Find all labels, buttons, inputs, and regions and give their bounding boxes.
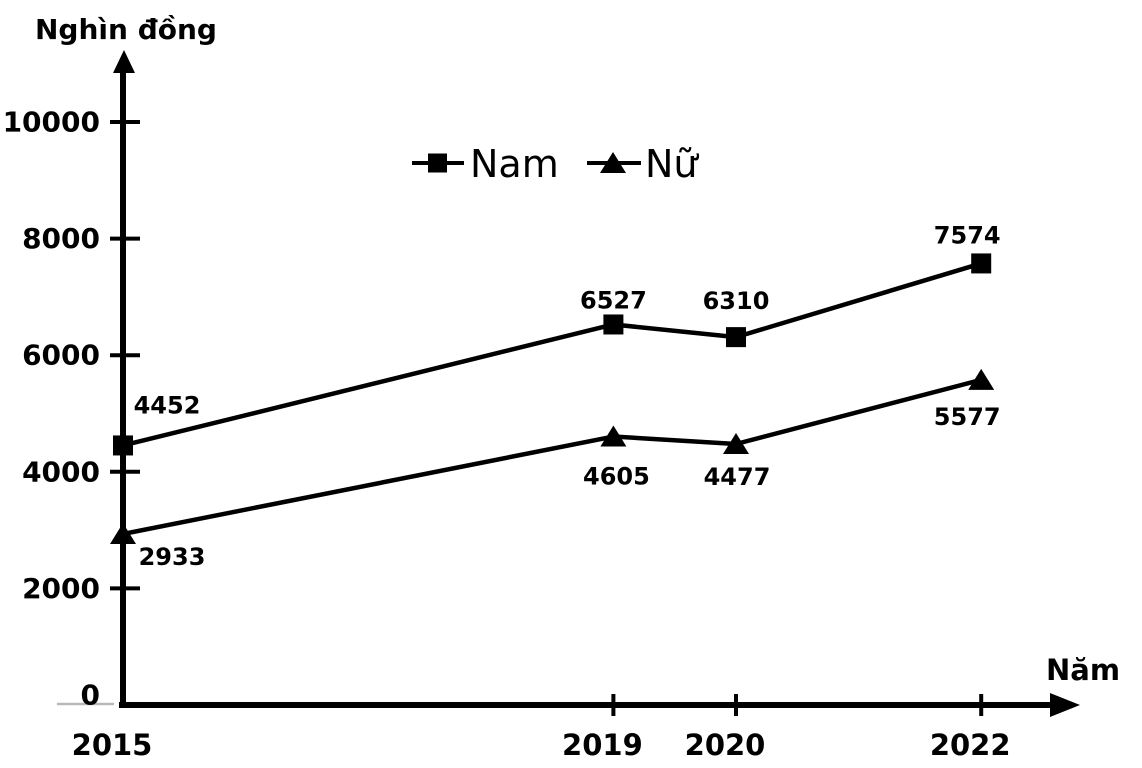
plot-area: 0 2000 4000 6000 8000 10000 2015 2019 2020 2022 44… <box>3 50 1080 762</box>
y-tick-label: 2000 <box>22 572 100 605</box>
data-label: 5577 <box>934 403 1001 431</box>
marker-triangle-icon <box>110 523 136 545</box>
x-axis-title: Năm <box>1046 653 1120 687</box>
legend-label-nam: Nam <box>470 142 559 186</box>
data-label: 2933 <box>139 543 206 571</box>
legend: Nam Nữ <box>412 142 699 186</box>
y-axis-title: Nghìn đồng <box>35 13 217 46</box>
marker-triangle-icon <box>723 432 749 454</box>
x-tick-label: 2020 <box>685 728 766 762</box>
series-line-nam <box>122 261 982 448</box>
marker-triangle-icon <box>600 425 627 447</box>
y-tick-label: 10000 <box>3 106 100 139</box>
series-line-nu <box>122 377 982 537</box>
y-tick-label: 4000 <box>22 455 100 488</box>
data-label: 4605 <box>583 463 650 491</box>
data-label: 4477 <box>704 463 771 491</box>
marker-square-icon <box>971 253 992 274</box>
x-tick-label: 2015 <box>72 728 153 762</box>
marker-square-icon <box>603 314 624 335</box>
y-tick-label: 8000 <box>22 222 100 255</box>
marker-triangle-icon <box>968 368 995 390</box>
y-tick-label: 0 <box>81 679 100 712</box>
data-label: 6310 <box>703 287 770 315</box>
legend-marker-square-icon <box>428 153 447 173</box>
marker-square-icon <box>113 435 133 456</box>
marker-square-icon <box>726 327 746 348</box>
legend-marker-triangle-icon <box>600 152 626 173</box>
x-axis-arrow-icon <box>1050 693 1080 717</box>
x-tick-label: 2019 <box>562 728 643 762</box>
x-tick-label: 2022 <box>930 728 1011 762</box>
legend-label-nu: Nữ <box>645 142 699 186</box>
data-label: 4452 <box>134 391 201 419</box>
data-label: 6527 <box>580 286 647 314</box>
y-axis-arrow-icon <box>113 50 135 73</box>
data-label: 7574 <box>934 221 1001 249</box>
y-tick-label: 6000 <box>22 339 100 372</box>
